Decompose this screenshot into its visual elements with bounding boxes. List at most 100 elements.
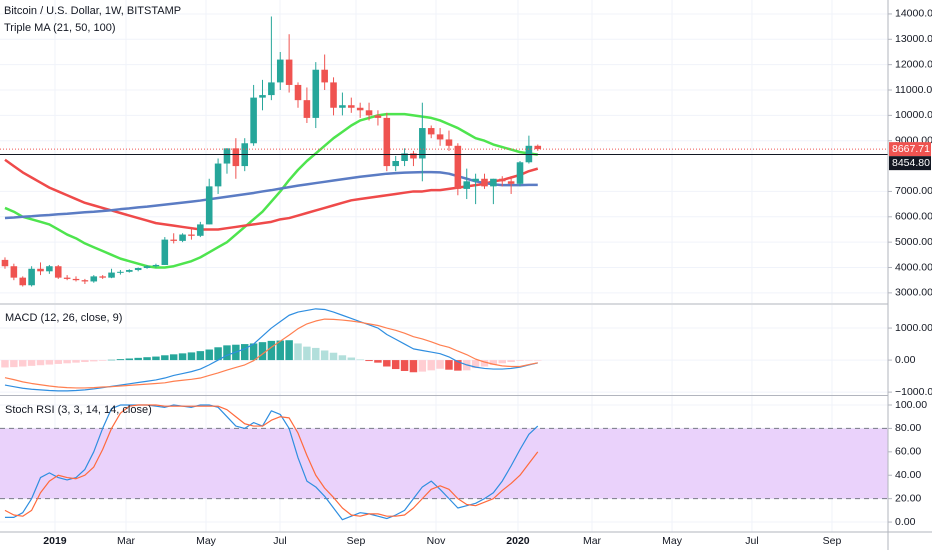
histogram-bar — [409, 360, 418, 373]
candle-body — [126, 270, 133, 272]
x-tick-label: 2020 — [506, 535, 530, 547]
line — [4, 112, 538, 269]
candle-body — [54, 266, 62, 278]
y-tick-label: 20.00 — [895, 492, 921, 504]
x-tick-label: Mar — [117, 535, 136, 547]
candle-body — [268, 82, 275, 96]
candle-body — [516, 162, 524, 184]
candle-body — [63, 277, 71, 279]
candle-body — [534, 145, 542, 150]
candle-body — [259, 95, 266, 98]
histogram-bar — [320, 350, 329, 361]
histogram-bar — [63, 360, 71, 364]
y-tick-label: 0.00 — [895, 516, 916, 528]
candle-body — [445, 139, 453, 146]
candle-body — [410, 153, 417, 159]
chart-title: Bitcoin / U.S. Dollar, 1W, BITSTAMP — [4, 5, 181, 17]
y-tick-label: 60.00 — [895, 446, 921, 458]
histogram-bar — [356, 359, 364, 361]
histogram-bar — [125, 358, 134, 361]
y-tick-label: 3000.00 — [895, 287, 932, 299]
histogram-bar — [134, 357, 142, 361]
candle-body — [481, 178, 488, 187]
candle-body — [108, 272, 115, 278]
histogram-bar — [525, 360, 533, 361]
y-tick-label: 13000.00 — [895, 33, 932, 45]
candle-body — [285, 59, 293, 85]
histogram-bar — [338, 355, 347, 361]
histogram-bar — [329, 352, 338, 361]
y-tick-label: 5000.00 — [895, 236, 932, 248]
y-tick-label: 7000.00 — [895, 185, 932, 197]
histogram-bar — [45, 360, 54, 365]
histogram-bar — [249, 343, 258, 361]
x-tick-label: Sep — [347, 535, 366, 547]
histogram-bar — [489, 360, 498, 365]
x-tick-label: Mar — [583, 535, 602, 547]
y-tick-label: 11000.00 — [895, 84, 932, 96]
histogram-bar — [98, 360, 107, 361]
band-fill — [0, 428, 888, 499]
histogram-bar — [187, 352, 196, 361]
candle-body — [37, 268, 44, 272]
histogram-bar — [498, 360, 506, 364]
x-tick-label: May — [662, 535, 683, 547]
candle-body — [152, 264, 160, 267]
y-tick-label: 0.00 — [895, 354, 916, 366]
line — [4, 318, 538, 389]
candle-body — [401, 153, 408, 162]
histogram-bar — [285, 340, 293, 361]
candle-body — [170, 239, 177, 241]
candle-body — [28, 268, 35, 286]
candle-body — [223, 148, 231, 164]
y-tick-label: 100.00 — [895, 399, 927, 411]
histogram-bar — [276, 340, 284, 361]
price-label-box — [889, 156, 931, 171]
candle-body — [339, 105, 346, 108]
x-tick-label: 2019 — [43, 535, 67, 547]
x-tick-label: May — [196, 535, 217, 547]
candle-body — [525, 145, 533, 163]
histogram-bar — [1, 360, 9, 368]
candle-body — [161, 239, 169, 265]
histogram-bar — [143, 357, 151, 361]
candle-body — [303, 100, 311, 118]
histogram-bar — [19, 360, 27, 367]
y-tick-label: 6000.00 — [895, 211, 932, 223]
histogram-bar — [454, 360, 462, 371]
candle-body — [427, 128, 435, 135]
histogram-bar — [436, 360, 444, 369]
candle-body — [312, 69, 320, 118]
line — [4, 308, 538, 392]
histogram-bar — [400, 360, 409, 371]
plot-layer — [0, 0, 888, 532]
candle-body — [46, 266, 53, 272]
price-label-box — [889, 142, 931, 157]
histogram-bar — [116, 359, 125, 361]
histogram-bar — [445, 360, 453, 370]
candle-body — [276, 59, 284, 83]
x-tick-label: Nov — [427, 535, 446, 547]
histogram-bar — [427, 360, 435, 371]
line — [4, 170, 538, 220]
histogram-bar — [258, 342, 267, 361]
candle-body — [1, 259, 9, 267]
histogram-bar — [418, 360, 427, 372]
x-tick-label: Sep — [823, 535, 842, 547]
histogram-bar — [516, 360, 524, 361]
histogram-bar — [534, 360, 542, 361]
x-tick-label: Jul — [273, 535, 286, 547]
y-tick-label: 14000.00 — [895, 8, 932, 20]
candle-body — [507, 181, 515, 184]
histogram-bar — [72, 360, 80, 363]
y-tick-label: 10000.00 — [895, 109, 932, 121]
y-tick-label: 4000.00 — [895, 261, 932, 273]
histogram-bar — [374, 360, 382, 363]
histogram-bar — [365, 360, 373, 362]
candle-body — [81, 280, 89, 282]
candle-body — [143, 266, 151, 269]
candle-body — [294, 84, 302, 101]
histogram-bar — [303, 346, 311, 361]
histogram-bar — [241, 344, 249, 361]
